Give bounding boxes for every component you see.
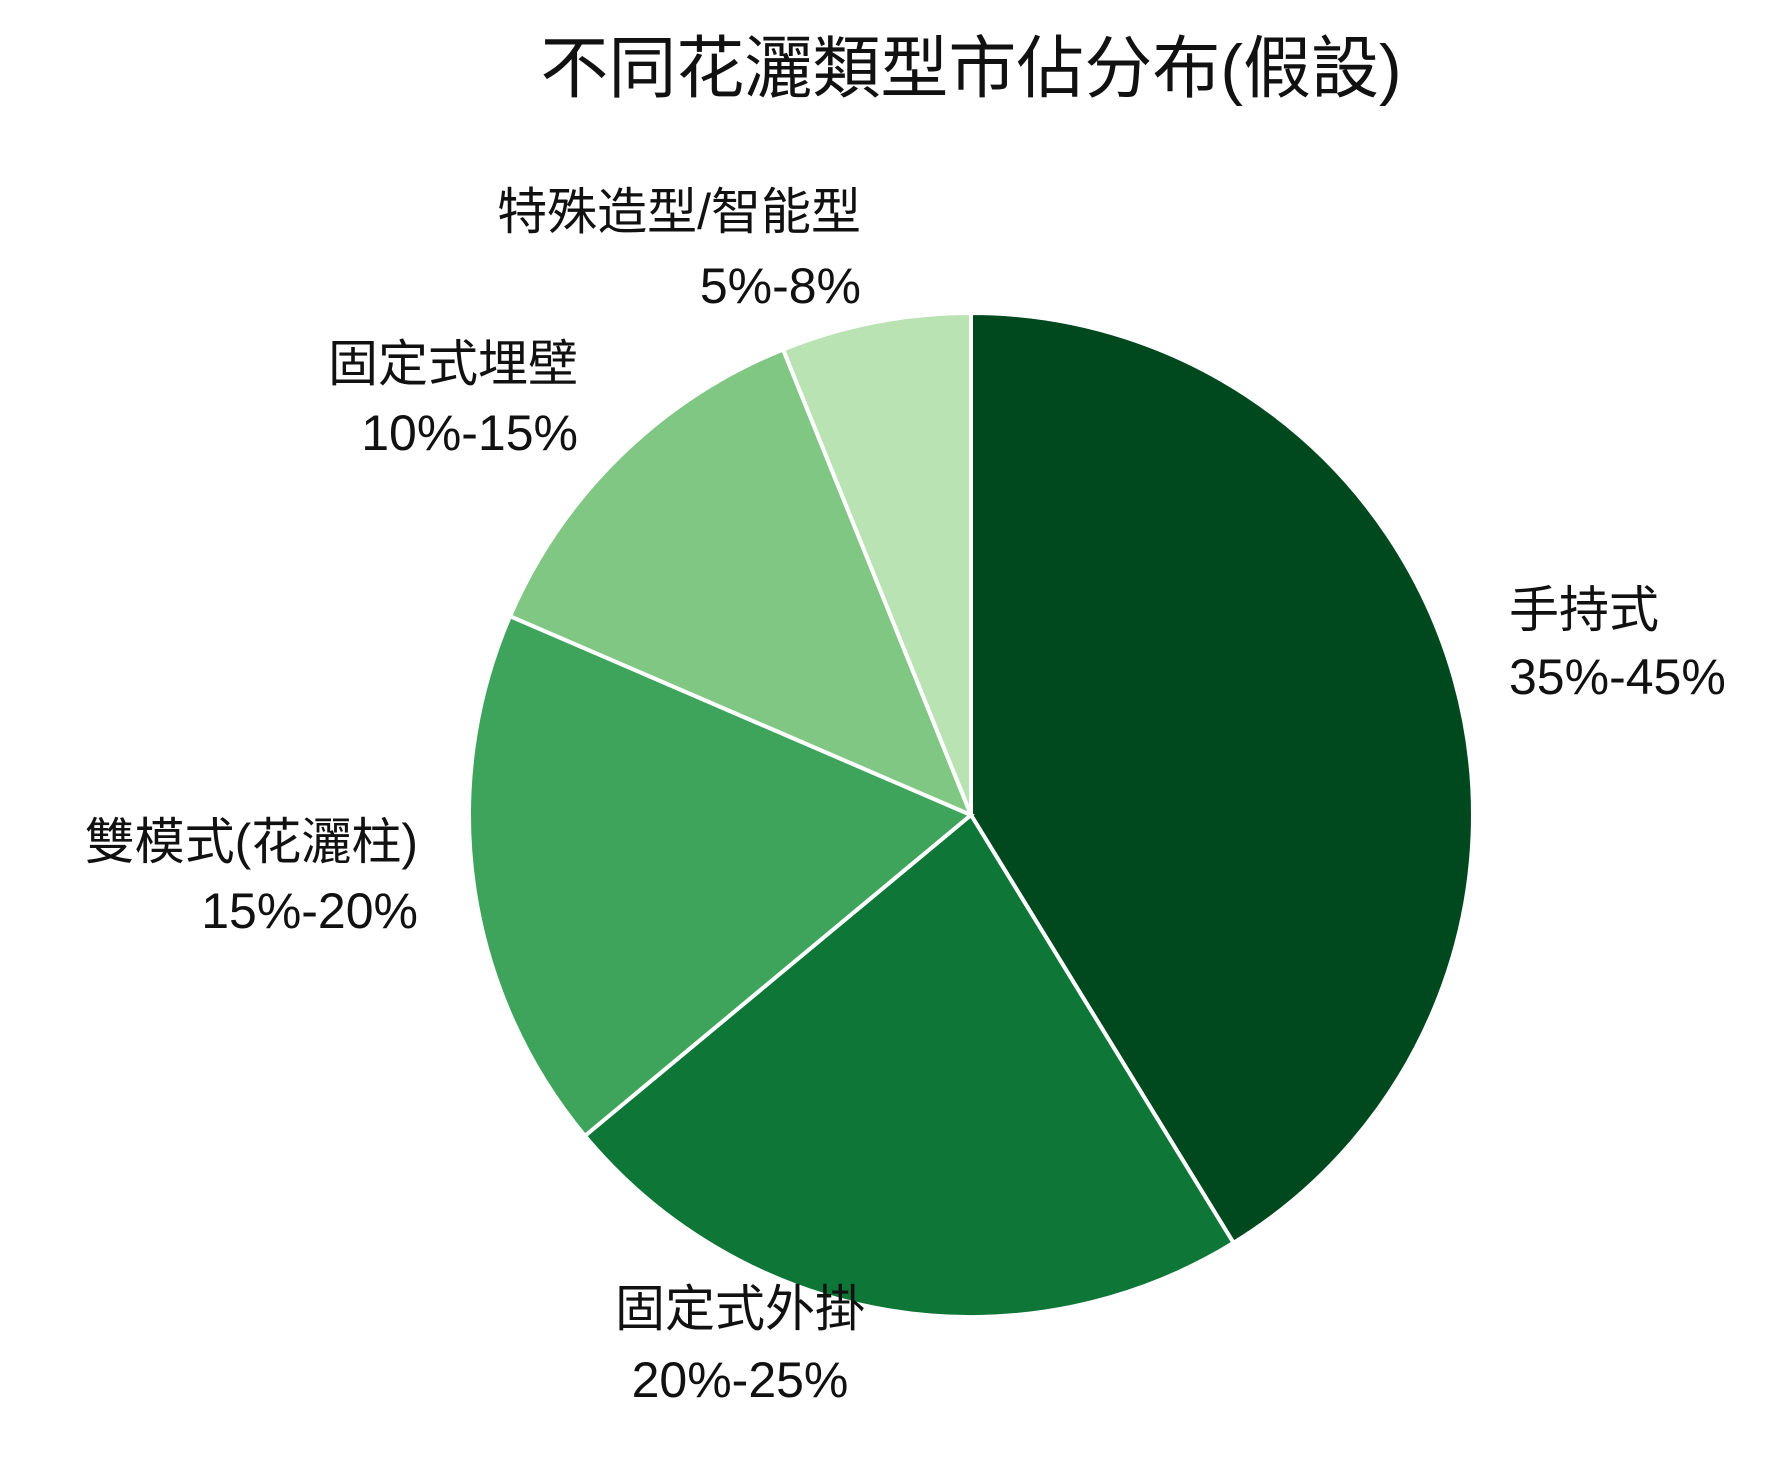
slice-label: 固定式埋壁 xyxy=(328,336,578,392)
slice-range: 35%-45% xyxy=(1509,649,1726,705)
pie-slice xyxy=(582,811,1237,1319)
slice-range: 20%-25% xyxy=(632,1352,849,1408)
slice-label: 特殊造型/智能型 xyxy=(497,184,861,240)
chart-title: 不同花灑類型市佔分布(假設) xyxy=(540,31,1401,107)
slice-label: 手持式 xyxy=(1509,582,1659,638)
slice-range: 10%-15% xyxy=(361,405,578,461)
slice-range: 15%-20% xyxy=(201,883,418,939)
slice-range: 5%-8% xyxy=(700,258,861,314)
slice-label: 雙模式(花灑柱) xyxy=(85,814,418,870)
pie-slice xyxy=(507,346,975,819)
pie-slice xyxy=(969,310,1475,1246)
pie-slice xyxy=(780,310,973,816)
pie-slice xyxy=(467,613,975,1139)
slice-label: 固定式外掛 xyxy=(615,1281,865,1337)
